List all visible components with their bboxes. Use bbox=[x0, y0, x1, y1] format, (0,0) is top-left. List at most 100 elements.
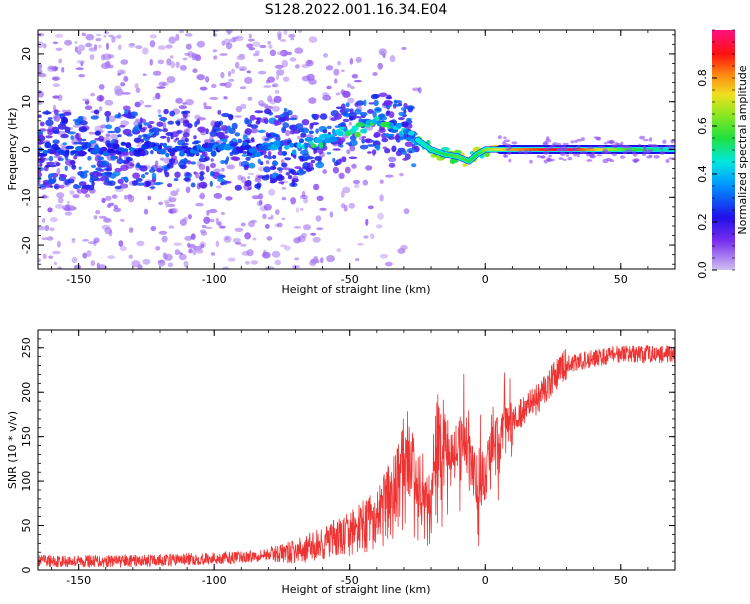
ridge-blob bbox=[354, 132, 360, 138]
noise-blob bbox=[50, 227, 55, 231]
band-blob bbox=[169, 158, 175, 164]
noise-blob bbox=[144, 209, 148, 215]
noise-blob bbox=[336, 248, 341, 252]
noise-blob bbox=[219, 226, 226, 229]
x-tick-label: 0 bbox=[482, 273, 489, 286]
noise-blob bbox=[251, 220, 257, 223]
noise-blob bbox=[216, 218, 219, 225]
band-blob bbox=[70, 135, 74, 140]
noise-blob bbox=[372, 72, 377, 76]
band-blob bbox=[244, 118, 249, 125]
ridge-blob bbox=[363, 128, 367, 133]
noise-blob bbox=[563, 147, 568, 151]
band-blob bbox=[79, 167, 82, 170]
noise-blob bbox=[195, 55, 201, 62]
noise-blob bbox=[277, 51, 285, 55]
noise-blob bbox=[412, 88, 420, 92]
band-blob bbox=[109, 167, 112, 171]
noise-blob bbox=[300, 195, 308, 199]
noise-blob bbox=[355, 258, 360, 261]
ridge-blob bbox=[379, 114, 386, 119]
band-blob bbox=[327, 126, 332, 130]
noise-blob bbox=[323, 53, 328, 58]
band-blob bbox=[37, 172, 43, 177]
band-blob bbox=[264, 109, 271, 115]
ridge-blob bbox=[280, 140, 285, 146]
band-blob bbox=[61, 174, 68, 178]
noise-blob bbox=[188, 249, 192, 254]
band-blob bbox=[187, 123, 192, 128]
band-blob bbox=[387, 110, 391, 113]
noise-blob bbox=[53, 83, 60, 87]
noise-blob bbox=[303, 224, 311, 230]
band-blob bbox=[388, 136, 394, 140]
noise-blob bbox=[235, 62, 239, 69]
noise-blob bbox=[322, 169, 327, 174]
band-blob bbox=[255, 110, 264, 113]
noise-blob bbox=[258, 59, 264, 62]
band-blob bbox=[376, 144, 380, 151]
band-blob bbox=[100, 160, 109, 167]
ridge-blob bbox=[254, 152, 261, 157]
band-blob bbox=[167, 136, 170, 142]
noise-blob bbox=[241, 223, 246, 227]
band-blob bbox=[346, 142, 352, 144]
band-blob bbox=[353, 116, 362, 118]
y-tick-label: 250 bbox=[20, 337, 33, 358]
band-blob bbox=[169, 111, 175, 117]
band-blob bbox=[333, 148, 341, 151]
noise-blob bbox=[42, 194, 47, 198]
band-blob bbox=[94, 138, 101, 141]
band-blob bbox=[206, 166, 210, 173]
ridge-blob bbox=[292, 149, 296, 155]
band-blob bbox=[130, 163, 135, 166]
noise-blob bbox=[123, 76, 128, 82]
noise-blob bbox=[54, 115, 61, 122]
band-blob bbox=[250, 124, 258, 128]
noise-blob bbox=[111, 37, 115, 43]
band-blob bbox=[209, 131, 217, 137]
noise-blob bbox=[196, 249, 204, 253]
noise-blob bbox=[213, 169, 221, 173]
band-blob bbox=[52, 139, 59, 144]
noise-blob bbox=[168, 36, 176, 43]
noise-blob bbox=[101, 54, 106, 61]
noise-blob bbox=[251, 260, 259, 264]
noise-blob bbox=[240, 86, 247, 89]
noise-blob bbox=[342, 187, 350, 194]
band-blob bbox=[276, 175, 285, 181]
noise-blob bbox=[179, 254, 187, 260]
ridge-blob bbox=[337, 131, 344, 137]
noise-blob bbox=[368, 205, 374, 209]
band-blob bbox=[372, 94, 380, 98]
noise-blob bbox=[228, 71, 231, 77]
band-blob bbox=[302, 162, 310, 169]
band-blob bbox=[302, 119, 310, 125]
noise-blob bbox=[258, 100, 265, 106]
noise-blob bbox=[209, 209, 218, 213]
noise-blob bbox=[64, 40, 72, 46]
band-blob bbox=[284, 108, 287, 112]
noise-blob bbox=[240, 69, 245, 71]
band-blob bbox=[87, 156, 91, 161]
band-blob bbox=[183, 111, 191, 114]
noise-blob bbox=[186, 44, 192, 50]
band-blob bbox=[67, 179, 74, 184]
noise-blob bbox=[295, 64, 300, 68]
band-blob bbox=[183, 120, 189, 123]
noise-blob bbox=[333, 167, 339, 174]
noise-blob bbox=[245, 261, 250, 265]
band-blob bbox=[65, 166, 68, 171]
band-blob bbox=[58, 157, 62, 160]
ridge-blob bbox=[311, 144, 317, 148]
noise-blob bbox=[267, 41, 271, 45]
noise-blob bbox=[300, 208, 303, 211]
band-blob bbox=[278, 181, 284, 183]
noise-blob bbox=[200, 193, 205, 200]
band-blob bbox=[346, 102, 350, 107]
noise-blob bbox=[72, 257, 78, 263]
noise-blob bbox=[265, 224, 270, 229]
band-blob bbox=[91, 165, 96, 168]
noise-blob bbox=[385, 175, 394, 178]
band-blob bbox=[292, 173, 300, 176]
